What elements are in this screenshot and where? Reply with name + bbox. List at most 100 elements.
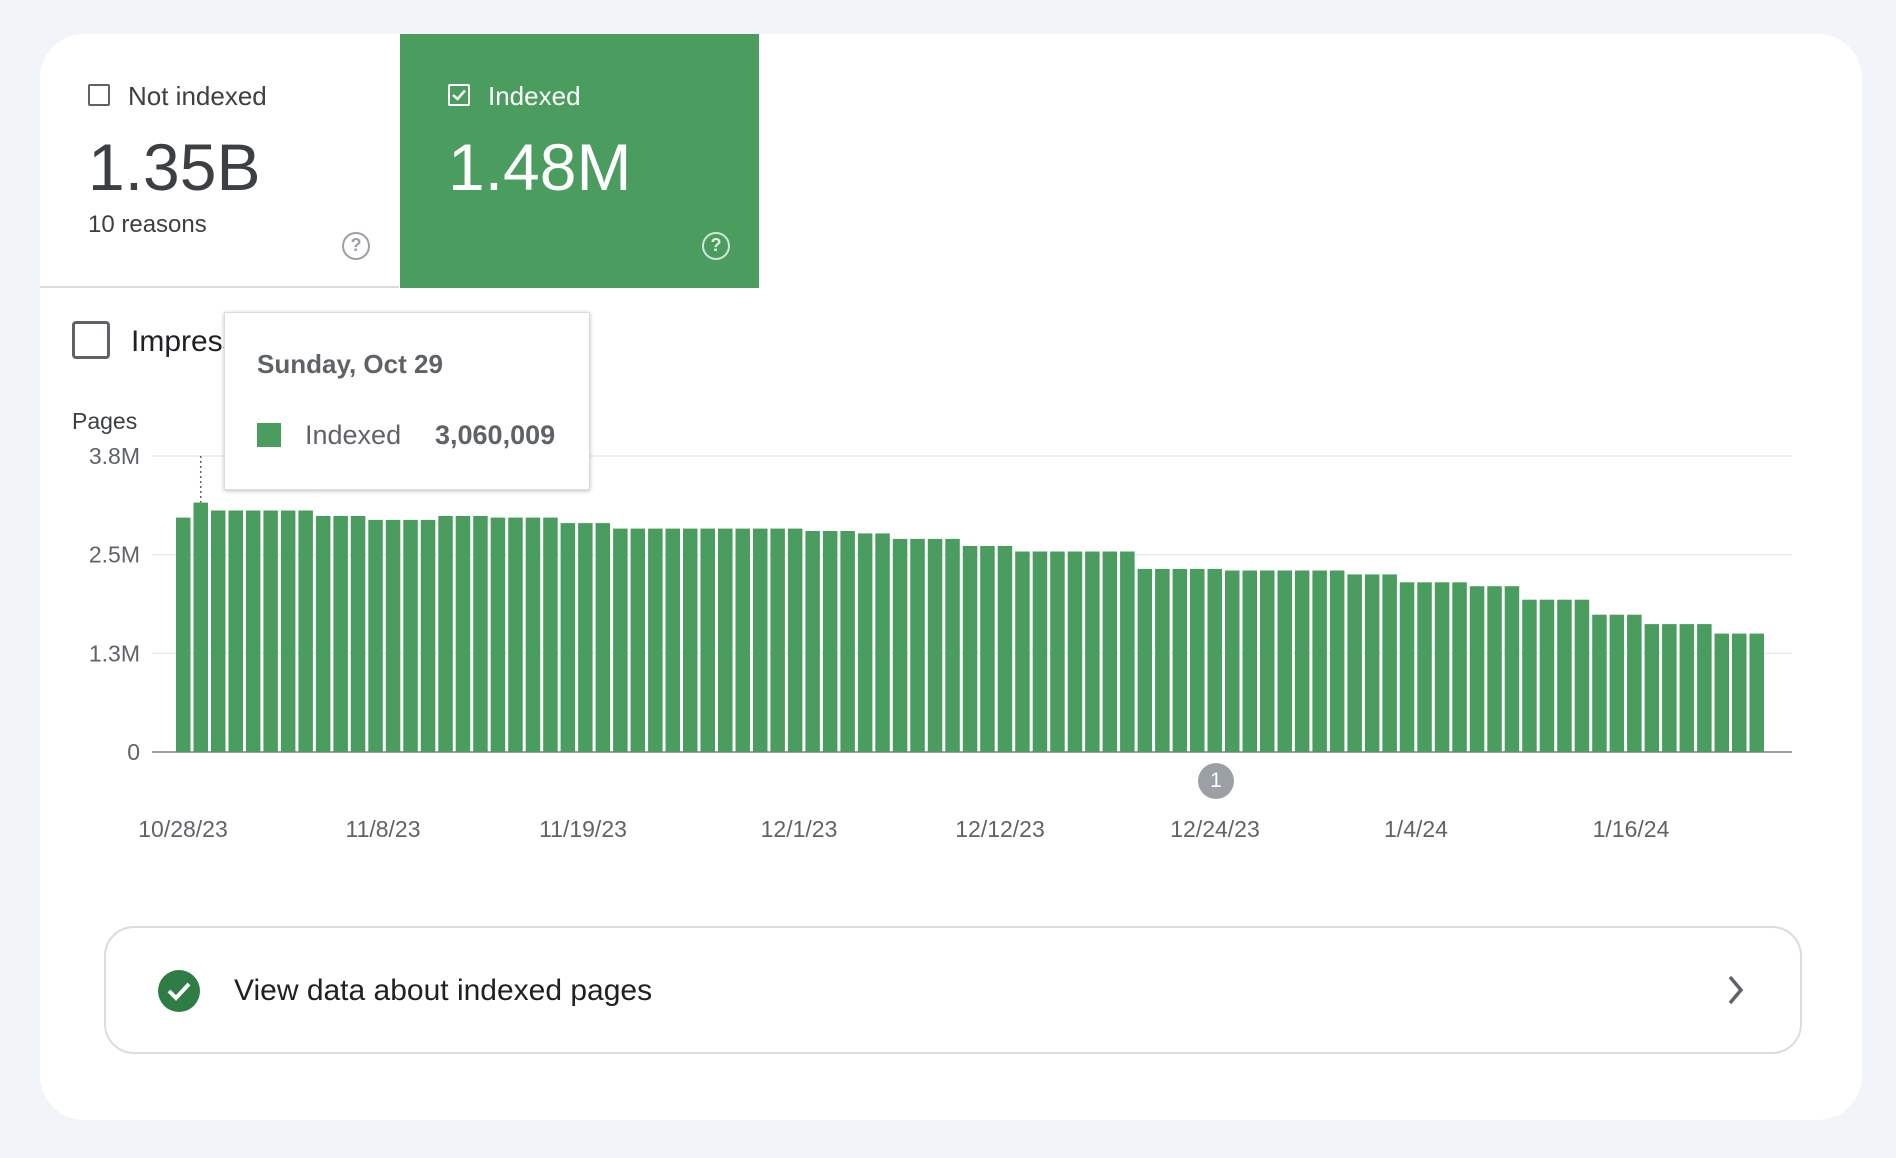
help-icon[interactable]: ? xyxy=(342,232,370,260)
bar[interactable] xyxy=(350,516,366,752)
bar[interactable] xyxy=(420,519,436,752)
bar[interactable] xyxy=(787,528,803,752)
bar[interactable] xyxy=(980,546,995,752)
bar[interactable] xyxy=(1242,570,1258,753)
bar[interactable] xyxy=(1190,568,1205,752)
bar[interactable] xyxy=(1329,570,1345,753)
bar[interactable] xyxy=(1137,568,1153,752)
impressions-checkbox[interactable] xyxy=(72,321,110,359)
bar[interactable] xyxy=(403,519,418,752)
bar[interactable] xyxy=(1417,582,1432,752)
bar[interactable] xyxy=(1399,582,1415,752)
bar[interactable] xyxy=(1032,551,1048,753)
bar[interactable] xyxy=(1102,551,1118,753)
bar[interactable] xyxy=(1487,586,1502,752)
indexed-tile[interactable]: Indexed 1.48M ? xyxy=(400,34,759,288)
bar[interactable] xyxy=(997,546,1013,752)
bar[interactable] xyxy=(263,510,278,753)
bar[interactable] xyxy=(962,546,978,752)
bar[interactable] xyxy=(1469,586,1485,752)
bar[interactable] xyxy=(1697,624,1712,752)
bar[interactable] xyxy=(1294,570,1310,753)
bar[interactable] xyxy=(193,502,209,752)
bar[interactable] xyxy=(473,516,488,752)
bar[interactable] xyxy=(1539,599,1555,752)
bar[interactable] xyxy=(1627,614,1642,752)
bar[interactable] xyxy=(735,528,751,752)
bar[interactable] xyxy=(753,528,768,752)
bar[interactable] xyxy=(368,519,383,752)
bar[interactable] xyxy=(543,517,558,752)
checkbox-icon[interactable] xyxy=(448,84,470,106)
bar[interactable] xyxy=(1434,582,1450,752)
bar[interactable] xyxy=(1504,586,1520,752)
bar[interactable] xyxy=(857,533,873,752)
bar[interactable] xyxy=(1574,599,1590,752)
bar[interactable] xyxy=(1085,551,1100,753)
bar[interactable] xyxy=(1732,633,1747,752)
bar[interactable] xyxy=(1120,551,1135,753)
bar[interactable] xyxy=(822,531,838,752)
bar[interactable] xyxy=(245,510,261,753)
bar[interactable] xyxy=(805,531,820,752)
bar[interactable] xyxy=(1382,574,1397,752)
bar[interactable] xyxy=(1609,614,1625,752)
bar[interactable] xyxy=(1067,551,1083,753)
bar[interactable] xyxy=(578,523,593,752)
bar[interactable] xyxy=(892,538,908,752)
checkbox-icon[interactable] xyxy=(88,84,110,106)
bar[interactable] xyxy=(176,517,191,752)
bar[interactable] xyxy=(648,528,663,752)
annotation-marker[interactable]: 1 xyxy=(1198,763,1234,799)
bar[interactable] xyxy=(280,510,296,753)
bar[interactable] xyxy=(1662,624,1677,752)
bar[interactable] xyxy=(1557,599,1572,752)
bar[interactable] xyxy=(385,519,401,752)
bar[interactable] xyxy=(315,516,331,752)
bar[interactable] xyxy=(1592,614,1607,752)
bar[interactable] xyxy=(1714,633,1730,752)
bar[interactable] xyxy=(333,516,348,752)
bar[interactable] xyxy=(508,517,523,752)
bar[interactable] xyxy=(1050,551,1065,753)
bar[interactable] xyxy=(1679,624,1695,752)
bar[interactable] xyxy=(1225,570,1240,753)
bar[interactable] xyxy=(525,517,541,752)
bar[interactable] xyxy=(1644,624,1660,752)
bar[interactable] xyxy=(665,528,681,752)
bar[interactable] xyxy=(927,538,943,752)
bar[interactable] xyxy=(718,528,733,752)
bar[interactable] xyxy=(910,538,925,752)
bar[interactable] xyxy=(228,510,244,753)
bar[interactable] xyxy=(1277,570,1293,753)
bar[interactable] xyxy=(875,533,890,752)
bar[interactable] xyxy=(945,538,960,752)
bar[interactable] xyxy=(438,516,453,752)
bar[interactable] xyxy=(560,523,576,752)
bar[interactable] xyxy=(1260,570,1275,753)
bar[interactable] xyxy=(1015,551,1030,753)
not-indexed-tile[interactable]: Not indexed 1.35B 10 reasons ? xyxy=(40,34,399,288)
bar[interactable] xyxy=(1749,633,1765,752)
bar[interactable] xyxy=(1522,599,1537,752)
bar[interactable] xyxy=(1207,568,1223,752)
bar[interactable] xyxy=(1312,570,1327,753)
bar[interactable] xyxy=(455,516,471,752)
bar[interactable] xyxy=(630,528,646,752)
bar[interactable] xyxy=(298,510,313,753)
help-icon[interactable]: ? xyxy=(702,232,730,260)
bar[interactable] xyxy=(840,531,855,752)
bar[interactable] xyxy=(1452,582,1467,752)
bar[interactable] xyxy=(595,523,611,752)
view-indexed-pages-link[interactable]: View data about indexed pages xyxy=(104,926,1802,1054)
bar[interactable] xyxy=(700,528,716,752)
bar[interactable] xyxy=(490,517,506,752)
bar[interactable] xyxy=(1172,568,1188,752)
bar[interactable] xyxy=(683,528,698,752)
bar[interactable] xyxy=(613,528,628,752)
bar[interactable] xyxy=(1364,574,1380,752)
bar[interactable] xyxy=(211,510,226,753)
bar[interactable] xyxy=(1347,574,1362,752)
bar[interactable] xyxy=(770,528,785,752)
bar[interactable] xyxy=(1155,568,1170,752)
